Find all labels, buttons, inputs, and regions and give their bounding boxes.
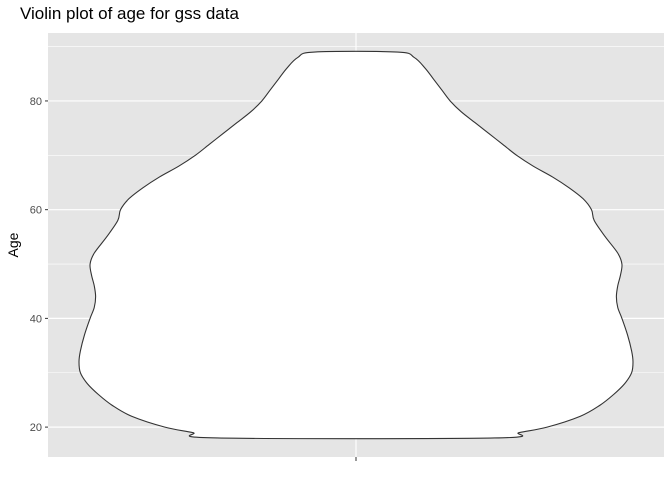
y-axis-ticks: 20 40 60 80 bbox=[30, 96, 48, 434]
y-tick-label: 80 bbox=[30, 96, 42, 108]
violin-shape bbox=[78, 50, 634, 440]
y-axis-title: Age bbox=[5, 232, 21, 257]
y-tick-label: 20 bbox=[30, 422, 42, 434]
y-tick-label: 40 bbox=[30, 313, 42, 325]
chart-title: Violin plot of age for gss data bbox=[20, 4, 239, 23]
y-tick-label: 60 bbox=[30, 205, 42, 217]
